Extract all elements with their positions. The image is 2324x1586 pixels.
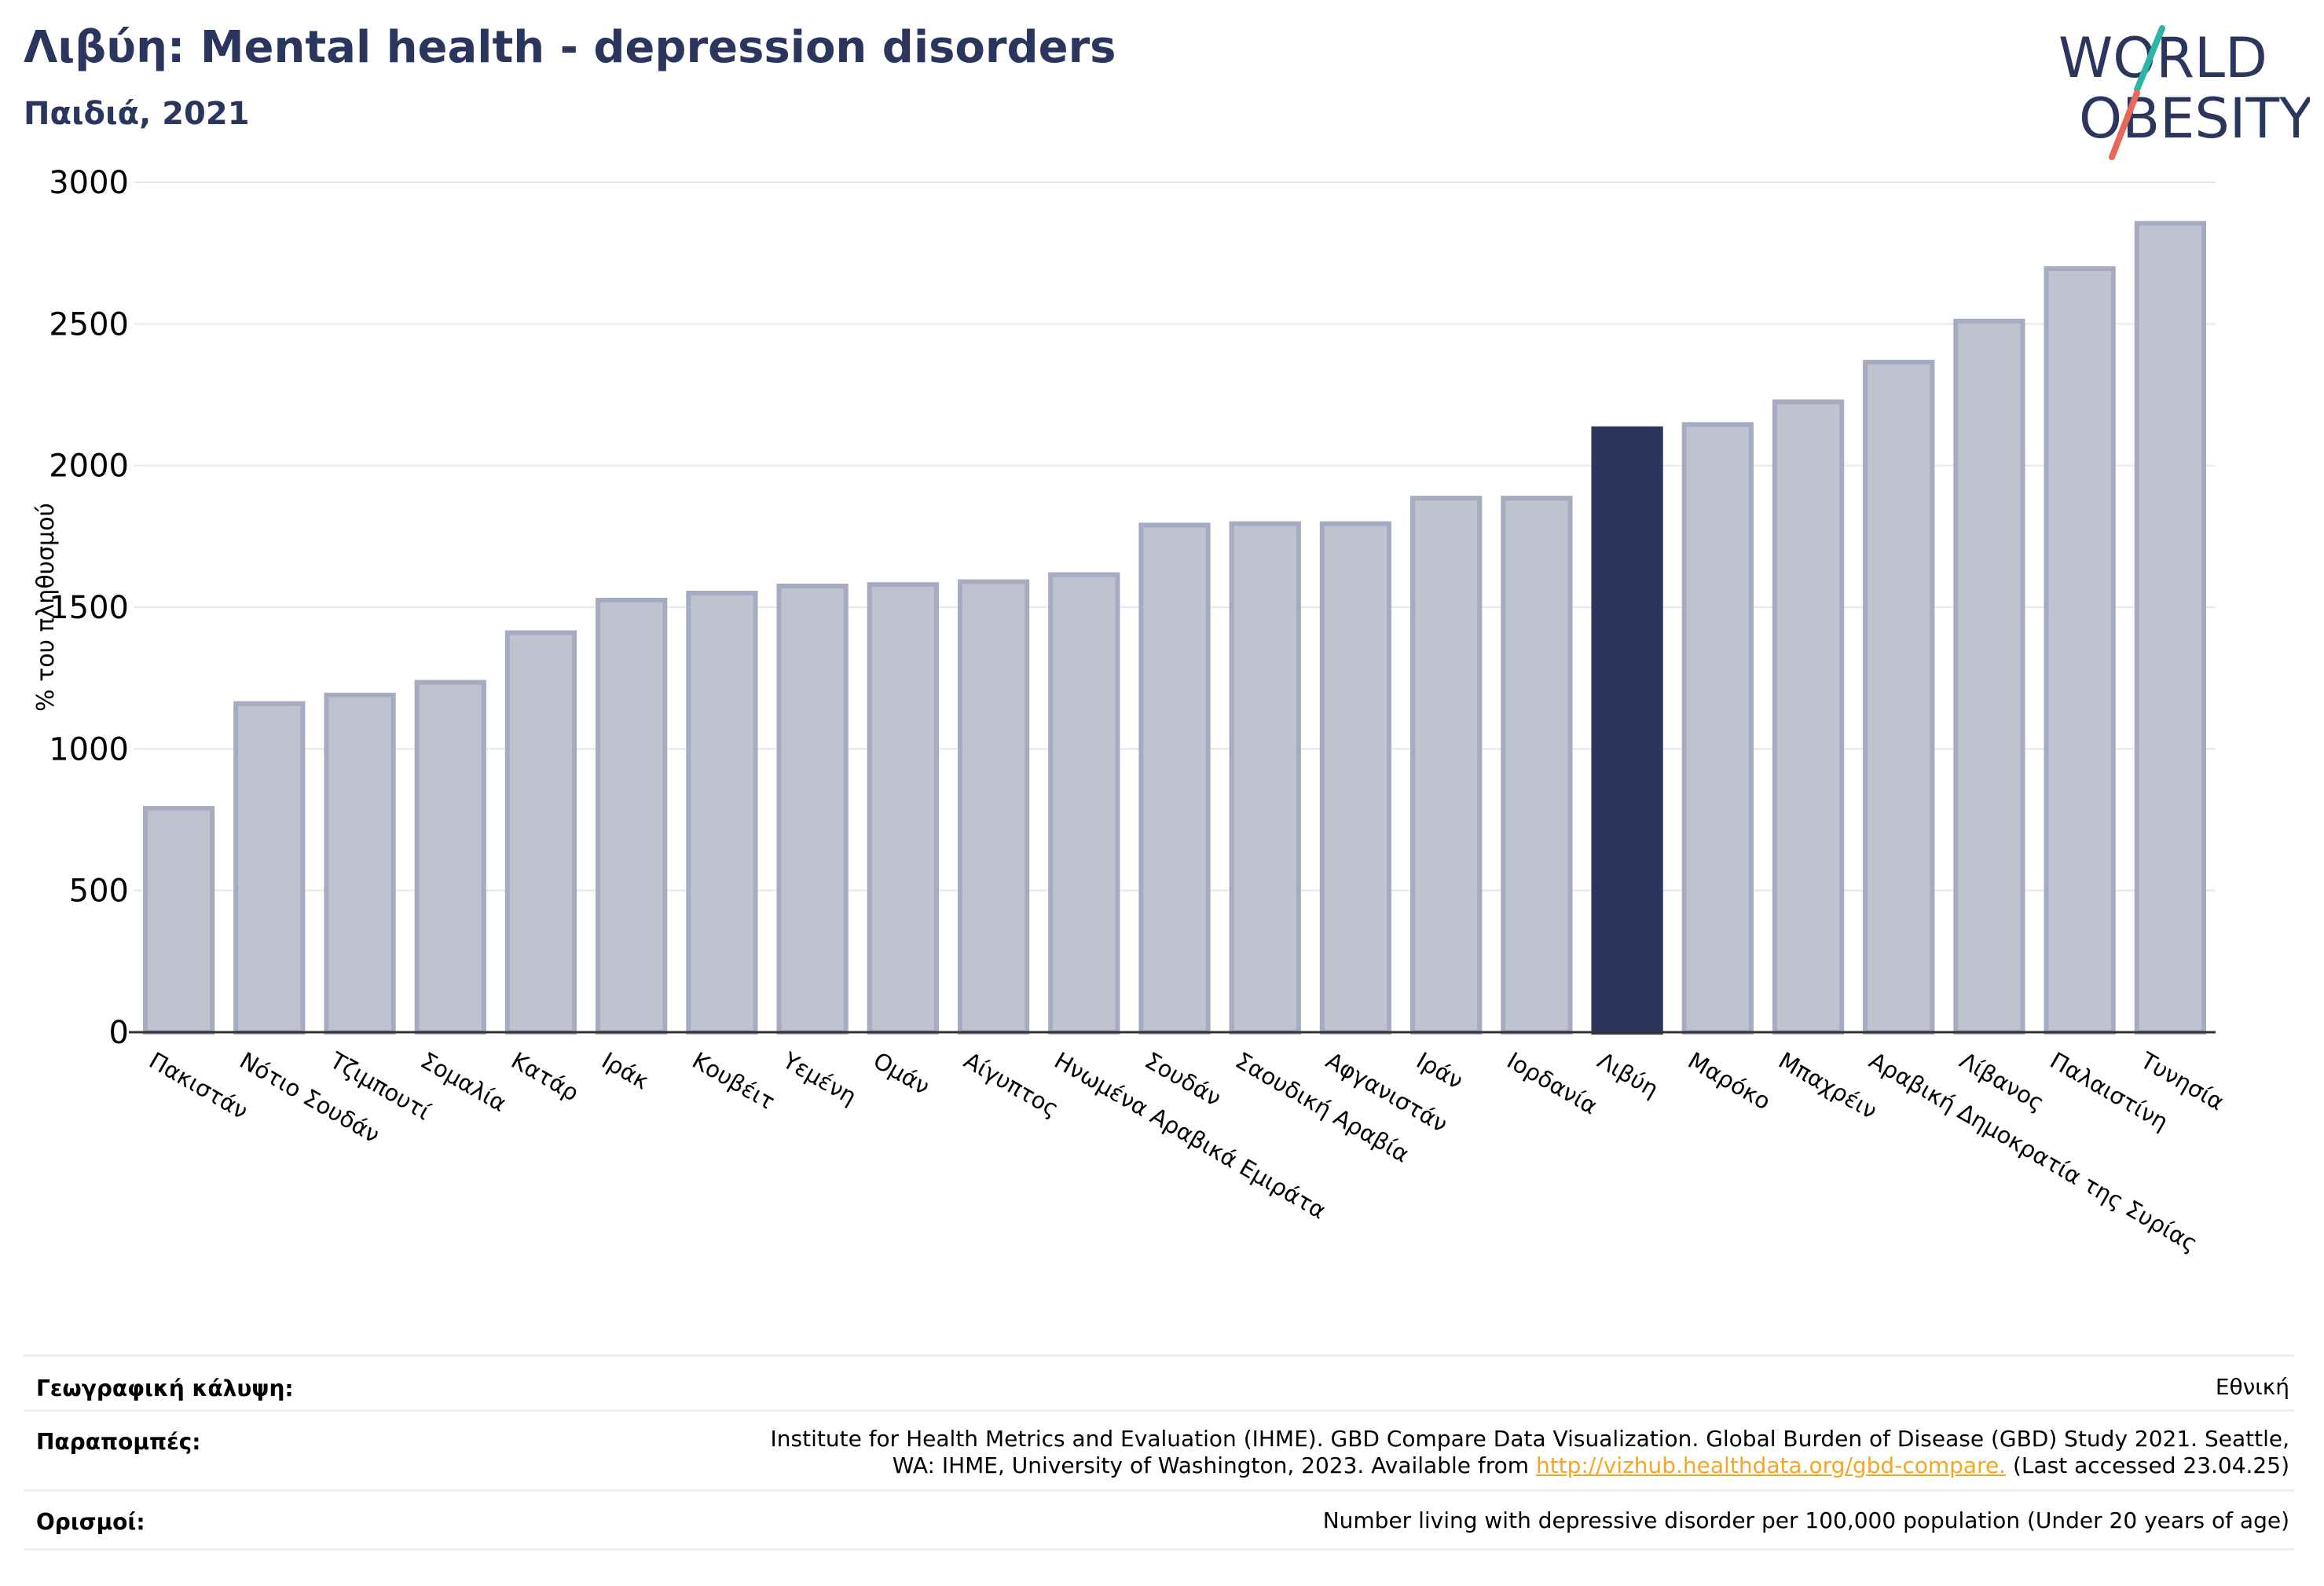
bar [1863, 360, 1935, 1035]
definitions-label: Ορισμοί: [36, 1509, 145, 1535]
world-obesity-logo: WORLD OBESITY [2058, 25, 2310, 160]
references-line-1: Institute for Health Metrics and Evaluat… [770, 1426, 2289, 1452]
references-accessed: (Last accessed 23.04.25) [2006, 1452, 2289, 1478]
x-tick-label: Μαρόκο [1684, 1047, 1776, 1115]
y-axis-label: % του πληθυσμού [32, 503, 60, 712]
y-tick-label: 0 [109, 1015, 129, 1051]
references-label: Παραπομπές: [36, 1429, 201, 1455]
x-tick-label: Αίγυπτος [959, 1047, 1063, 1123]
x-tick-label: Λιβύη [1593, 1047, 1663, 1103]
x-tick-label: Μπαχρέιν [1774, 1047, 1882, 1125]
x-tick-label: Ιορδανία [1502, 1047, 1602, 1120]
bar [142, 806, 215, 1035]
bar [1681, 422, 1754, 1035]
bar-highlighted [1591, 426, 1663, 1035]
coverage-value: Εθνική [2215, 1374, 2289, 1400]
bar [414, 679, 486, 1035]
metadata-table: Γεωγραφική κάλυψη: Εθνική Παραπομπές: In… [24, 1354, 2294, 1551]
bar [1501, 496, 1573, 1035]
x-tick-label: Υεμένη [778, 1046, 861, 1110]
bar [2134, 221, 2207, 1035]
x-tick-label: Κατάρ [507, 1047, 584, 1107]
bar [1953, 318, 2025, 1035]
x-tick-label: Πακιστάν [145, 1047, 252, 1125]
bar [324, 692, 396, 1035]
y-tick-label: 2500 [49, 306, 129, 342]
logo-slash-teal [2134, 25, 2165, 93]
references-value: Institute for Health Metrics and Evaluat… [771, 1426, 2289, 1479]
bar [1229, 521, 1301, 1035]
bar [1048, 572, 1120, 1035]
y-tick-label: 1500 [49, 590, 129, 626]
references-row: Παραπομπές: Institute for Health Metrics… [24, 1409, 2294, 1490]
bar [1410, 496, 1483, 1035]
definitions-value: Number living with depressive disorder p… [1322, 1507, 2289, 1533]
bar [867, 582, 939, 1035]
y-tick-label: 1000 [49, 731, 129, 767]
bars [142, 221, 2207, 1035]
coverage-row: Γεωγραφική κάλυψη: Εθνική [24, 1354, 2294, 1410]
bar [1138, 522, 1211, 1035]
bar [233, 701, 306, 1035]
bar [596, 597, 668, 1035]
bar [776, 583, 849, 1035]
bar [957, 579, 1030, 1035]
definitions-row: Ορισμοί: Number living with depressive d… [24, 1489, 2294, 1551]
bar [1772, 399, 1845, 1035]
y-tick-label: 2000 [49, 449, 129, 485]
references-link[interactable]: http://vizhub.healthdata.org/gbd-compare… [1535, 1452, 2007, 1478]
logo-text-world: WORLD [2058, 26, 2267, 90]
bar [1319, 521, 1392, 1035]
logo-slash-coral [2109, 90, 2140, 160]
bar [2044, 266, 2116, 1035]
references-line-2: WA: IHME, University of Washington, 2023… [771, 1452, 2289, 1479]
bar [686, 590, 758, 1035]
x-tick-label: Ομάν [869, 1047, 934, 1101]
bar [504, 630, 577, 1035]
references-text: WA: IHME, University of Washington, 2023… [892, 1452, 1536, 1478]
chart-subtitle: Παιδιά, 2021 [24, 96, 250, 132]
y-tick-label: 3000 [49, 165, 129, 201]
chart-title: Λιβύη: Mental health - depression disord… [24, 22, 1116, 73]
y-axis-ticks: 0 500 1000 1500 2000 2500 3000 [49, 165, 129, 1051]
x-tick-label: Ιράν [1412, 1047, 1468, 1095]
x-tick-label: Ιράκ [597, 1047, 654, 1095]
x-tick-label: Κουβέιτ [687, 1047, 779, 1115]
y-tick-label: 500 [69, 874, 129, 910]
coverage-label: Γεωγραφική κάλυψη: [36, 1375, 294, 1401]
